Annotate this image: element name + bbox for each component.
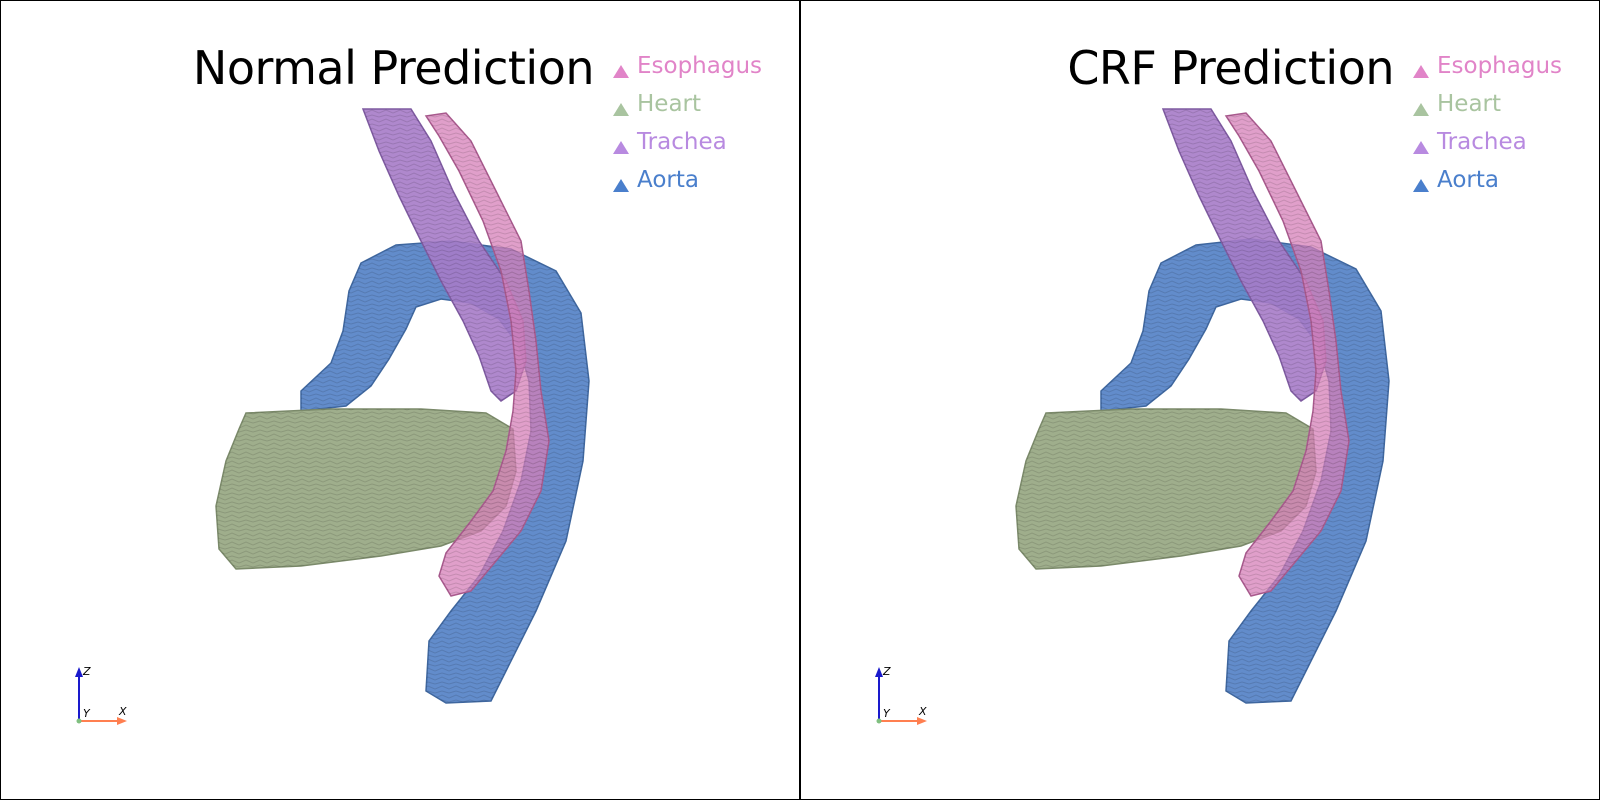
z-axis-arrow-icon [875,667,883,677]
x-axis-label: X [118,705,127,718]
viewport-title: CRF Prediction [1067,41,1394,95]
organ-render-scene [1015,108,1390,704]
x-axis-arrow-icon [117,717,127,725]
legend-label: Heart [637,91,702,117]
legend: Esophagus Heart Trachea Aorta [613,47,762,199]
triangle-marker-icon [613,64,629,78]
triangle-marker-icon [1413,140,1429,154]
triangle-marker-icon [613,102,629,116]
triangle-marker-icon [613,178,629,192]
legend-label: Esophagus [1437,53,1563,79]
legend-item-esophagus: Esophagus [1413,47,1562,85]
x-axis-label: X [918,705,927,718]
organ-render-scene [215,108,590,704]
triangle-marker-icon [1413,64,1429,78]
y-axis-label: Y [83,707,91,720]
legend-label: Aorta [637,167,699,193]
triangle-marker-icon [1413,102,1429,116]
orientation-axes-widget: Z Y X [875,667,927,725]
render-viewport-crf[interactable]: CRF Prediction Esophagus Heart Trachea A… [800,0,1600,800]
y-axis-origin-icon [76,718,82,724]
z-axis-arrow-icon [75,667,83,677]
legend-item-aorta: Aorta [613,161,762,199]
y-axis-origin-icon [876,718,882,724]
legend-label: Heart [1437,91,1502,117]
legend-item-esophagus: Esophagus [613,47,762,85]
legend-label: Trachea [637,129,727,155]
legend-item-aorta: Aorta [1413,161,1562,199]
y-axis-label: Y [883,707,891,720]
orientation-axes-widget: Z Y X [75,667,127,725]
x-axis-arrow-icon [917,717,927,725]
z-axis-label: Z [882,667,891,678]
legend-label: Trachea [1437,129,1527,155]
render-viewport-normal[interactable]: Normal Prediction Esophagus Heart Trache… [0,0,800,800]
legend-label: Aorta [1437,167,1499,193]
triangle-marker-icon [1413,178,1429,192]
z-axis-label: Z [82,667,91,678]
legend: Esophagus Heart Trachea Aorta [1413,47,1562,199]
legend-label: Esophagus [637,53,763,79]
legend-item-trachea: Trachea [613,123,762,161]
triangle-marker-icon [613,140,629,154]
legend-item-trachea: Trachea [1413,123,1562,161]
legend-item-heart: Heart [1413,85,1562,123]
viewport-title: Normal Prediction [192,41,595,95]
legend-item-heart: Heart [613,85,762,123]
